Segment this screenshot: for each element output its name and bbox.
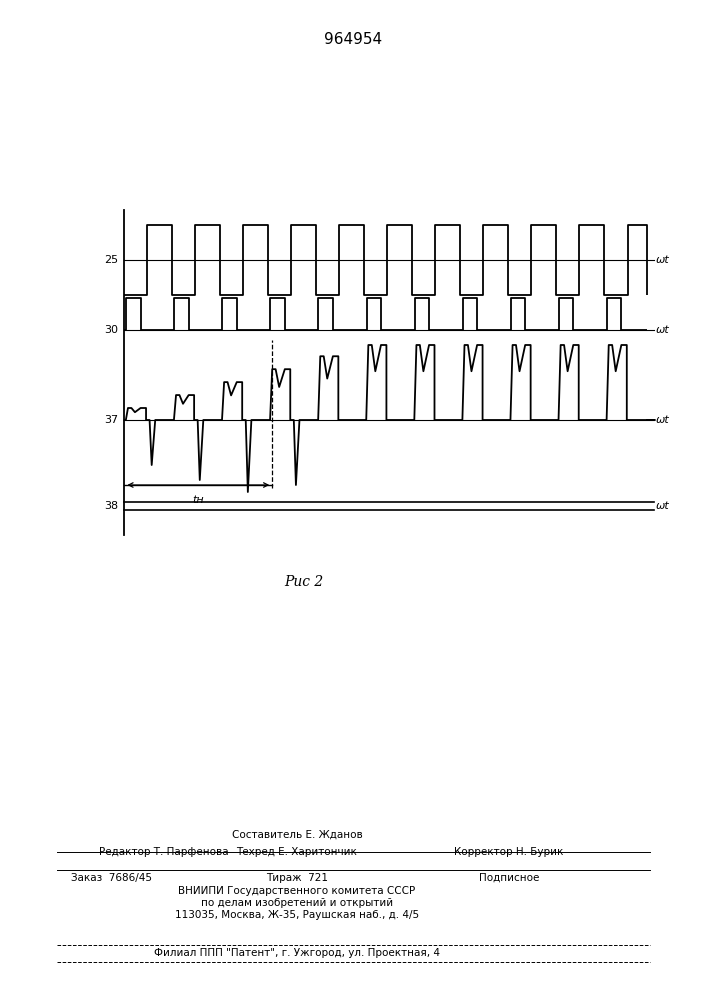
Text: tн: tн <box>192 495 204 505</box>
Text: Корректор Н. Бурик: Корректор Н. Бурик <box>455 847 563 857</box>
Text: ωt: ωt <box>655 415 669 425</box>
Text: Тираж  721: Тираж 721 <box>266 873 328 883</box>
Text: ωt: ωt <box>655 501 669 511</box>
Text: Рис 2: Рис 2 <box>284 575 324 589</box>
Text: Заказ  7686/45: Заказ 7686/45 <box>71 873 152 883</box>
Text: Филиал ППП "Патент", г. Ужгород, ул. Проектная, 4: Филиал ППП "Патент", г. Ужгород, ул. Про… <box>154 948 440 958</box>
Text: ВНИИПИ Государственного комитета СССР: ВНИИПИ Государственного комитета СССР <box>178 886 416 896</box>
Text: Редактор Т. Парфенова: Редактор Т. Парфенова <box>99 847 228 857</box>
Text: 25: 25 <box>104 255 118 265</box>
Text: 30: 30 <box>104 325 118 335</box>
Text: ωt: ωt <box>655 255 669 265</box>
Text: ωt: ωt <box>655 325 669 335</box>
Text: Подписное: Подписное <box>479 873 539 883</box>
Text: Составитель Е. Жданов: Составитель Е. Жданов <box>232 830 362 840</box>
Text: 113035, Москва, Ж-35, Раушская наб., д. 4/5: 113035, Москва, Ж-35, Раушская наб., д. … <box>175 910 419 920</box>
Text: Техред Е. Харитончик: Техред Е. Харитончик <box>237 847 357 857</box>
Text: 38: 38 <box>104 501 118 511</box>
Text: по делам изобретений и открытий: по делам изобретений и открытий <box>201 898 393 908</box>
Text: 37: 37 <box>104 415 118 425</box>
Text: 964954: 964954 <box>325 32 382 47</box>
